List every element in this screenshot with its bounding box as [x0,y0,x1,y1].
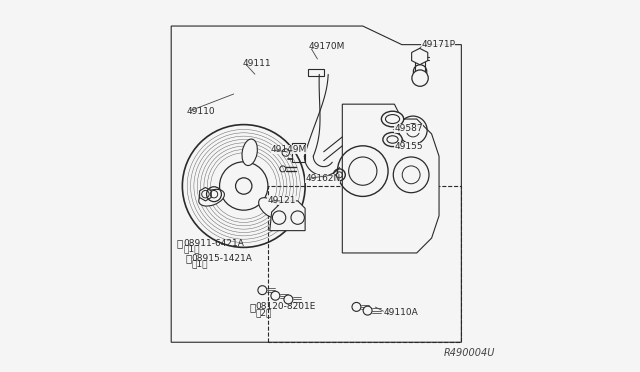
Ellipse shape [383,132,402,147]
Ellipse shape [259,198,281,218]
Circle shape [412,70,428,86]
Text: 49162N: 49162N [305,174,340,183]
Text: （1）: （1） [183,245,200,254]
Polygon shape [308,69,324,76]
Text: （1）: （1） [191,260,208,269]
Circle shape [258,286,267,295]
Text: 08911-6421A: 08911-6421A [183,239,244,248]
Text: ⓝ: ⓝ [177,239,183,248]
Polygon shape [342,104,439,253]
Text: ⓜ: ⓜ [186,254,191,263]
Polygon shape [270,201,305,231]
Text: 49110A: 49110A [384,308,419,317]
Text: 08120-8201E: 08120-8201E [255,302,316,311]
Ellipse shape [199,189,225,206]
Text: Ⓑ: Ⓑ [250,302,255,312]
Circle shape [352,302,361,311]
Text: 08915-1421A: 08915-1421A [191,254,253,263]
Text: （2）: （2） [255,308,272,317]
Text: 49587: 49587 [394,124,423,133]
Polygon shape [292,143,305,162]
Text: 49121: 49121 [267,196,296,205]
Text: 49149M: 49149M [271,145,307,154]
Circle shape [284,295,293,304]
Polygon shape [412,48,428,65]
Circle shape [271,291,280,300]
Text: 49110: 49110 [186,107,214,116]
Text: 49111: 49111 [243,59,271,68]
Text: R490004U: R490004U [444,348,495,358]
Text: 49155: 49155 [394,142,423,151]
Text: 49170M: 49170M [308,42,344,51]
Circle shape [363,306,372,315]
Text: 49171P: 49171P [421,40,455,49]
Ellipse shape [242,139,257,166]
Polygon shape [415,57,425,74]
Ellipse shape [381,111,404,127]
Polygon shape [200,187,211,201]
